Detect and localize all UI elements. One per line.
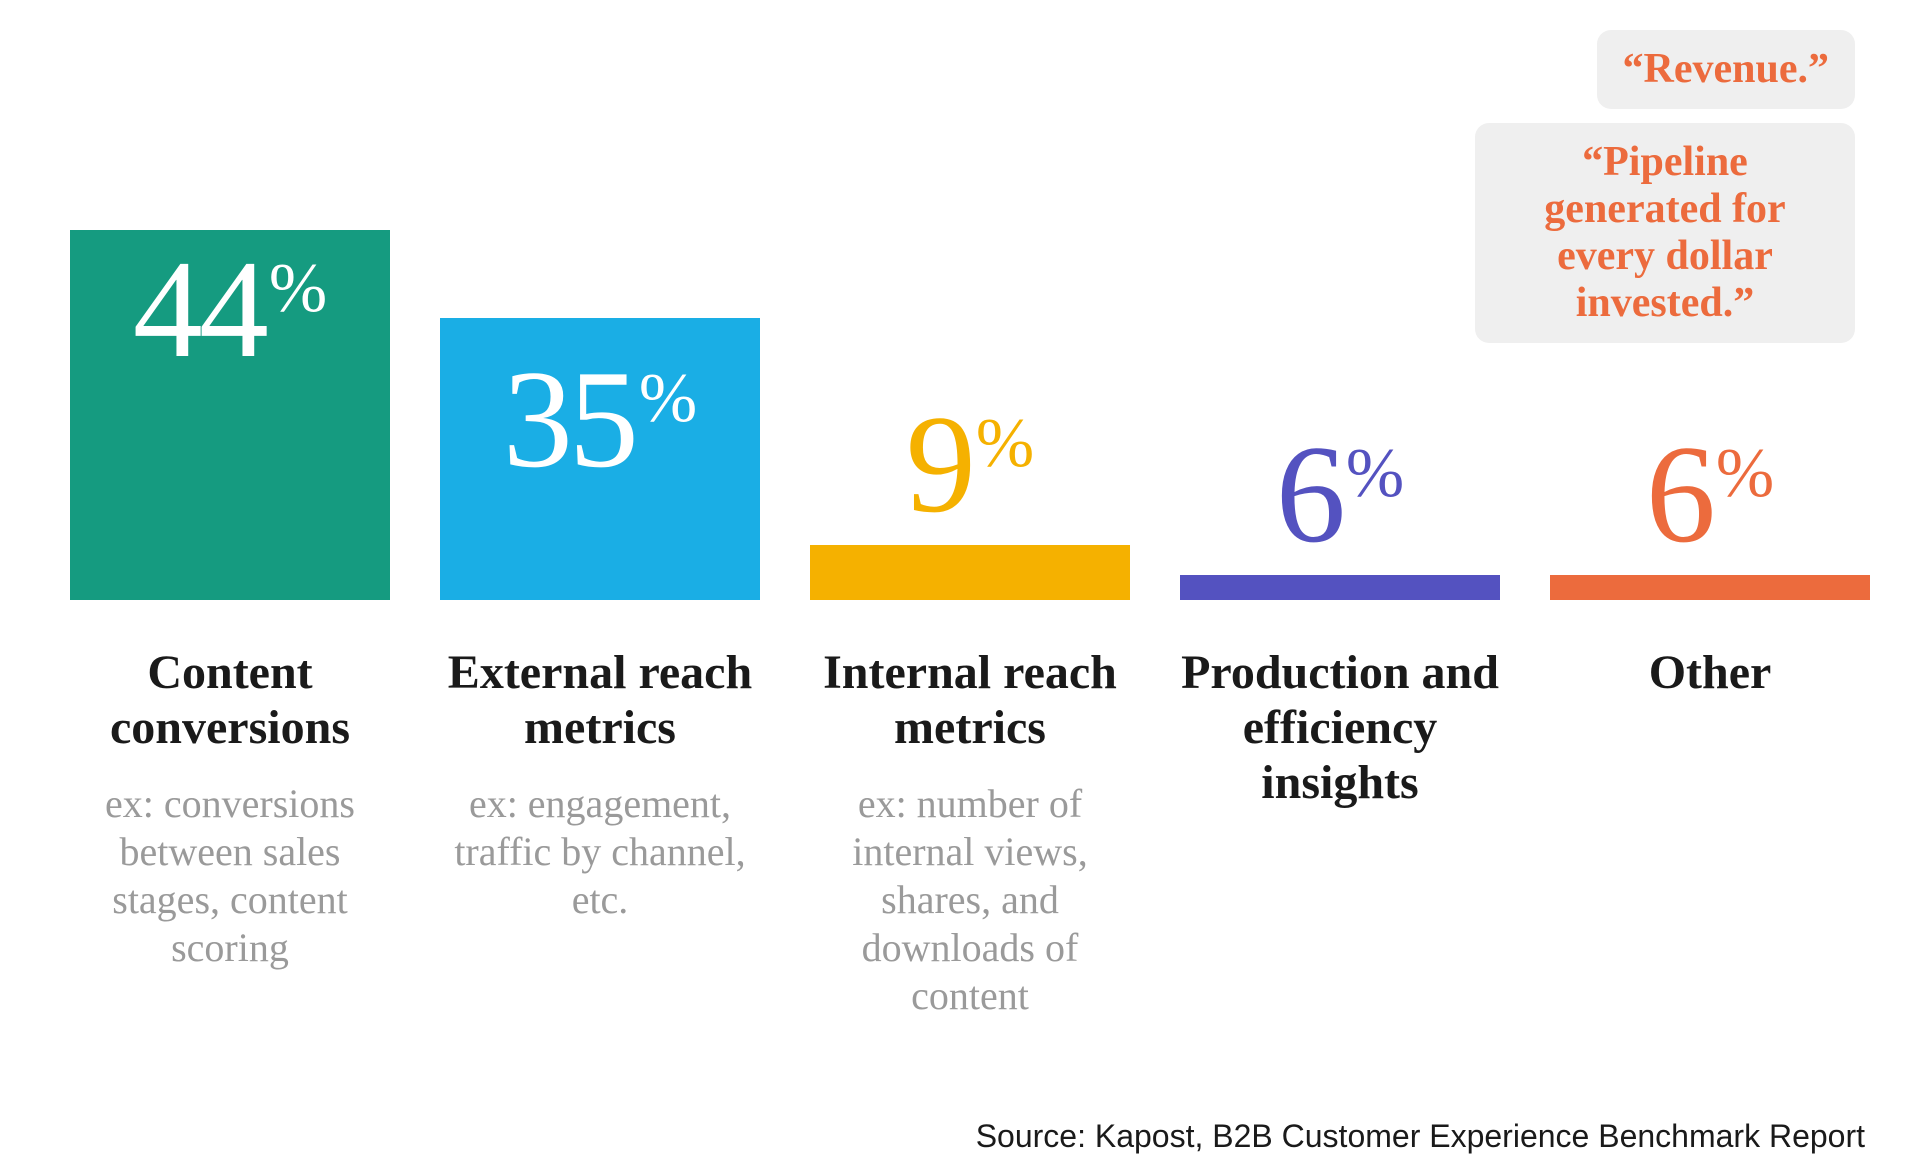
source-line: Source: Kapost, B2B Customer Experience …: [976, 1118, 1865, 1155]
category-description: ex: conversions between sales stages, co…: [70, 780, 390, 972]
bar-area: 9%: [810, 0, 1130, 600]
percentage-label: 35%: [440, 350, 760, 490]
percentage-label: 6%: [1180, 425, 1500, 565]
bar: [1550, 575, 1870, 600]
chart-column: 44% Content conversions ex: conversions be…: [70, 0, 390, 972]
quote-box: “Pipeline generated for every dollar inv…: [1475, 123, 1855, 343]
percentage-number: 44: [133, 240, 265, 380]
chart-container: 44% Content conversions ex: conversions be…: [70, 0, 1900, 1167]
percent-symbol-icon: %: [639, 364, 697, 434]
bar: [810, 545, 1130, 600]
quotes-area: “Revenue.” “Pipeline generated for every …: [1475, 30, 1855, 343]
category-title: External reach metrics: [440, 645, 760, 755]
bar-area: 44%: [70, 0, 390, 600]
quote-box: “Revenue.”: [1597, 30, 1855, 109]
percent-symbol-icon: %: [1716, 439, 1774, 509]
chart-column: 9% Internal reach metrics ex: number of in…: [810, 0, 1130, 1020]
percentage-label: 9%: [810, 395, 1130, 535]
chart-column: 6% Production and efficiency insights: [1180, 0, 1500, 811]
category-description: ex: number of internal views, shares, an…: [810, 780, 1130, 1020]
percentage-label: 6%: [1550, 425, 1870, 565]
percentage-label: 44%: [70, 240, 390, 380]
chart-column: 35% External reach metrics ex: engagement,…: [440, 0, 760, 924]
bar-area: 35%: [440, 0, 760, 600]
percent-symbol-icon: %: [1346, 439, 1404, 509]
bar-area: 6%: [1180, 0, 1500, 600]
percentage-number: 9: [906, 395, 972, 535]
category-title: Other: [1550, 645, 1870, 700]
percentage-number: 35: [503, 350, 635, 490]
category-description: ex: engagement, traffic by channel, etc.: [440, 780, 760, 924]
percentage-number: 6: [1646, 425, 1712, 565]
category-title: Internal reach metrics: [810, 645, 1130, 755]
bar: [1180, 575, 1500, 600]
percentage-number: 6: [1276, 425, 1342, 565]
percent-symbol-icon: %: [976, 409, 1034, 479]
category-title: Production and efficiency insights: [1180, 645, 1500, 811]
percent-symbol-icon: %: [269, 254, 327, 324]
category-title: Content conversions: [70, 645, 390, 755]
